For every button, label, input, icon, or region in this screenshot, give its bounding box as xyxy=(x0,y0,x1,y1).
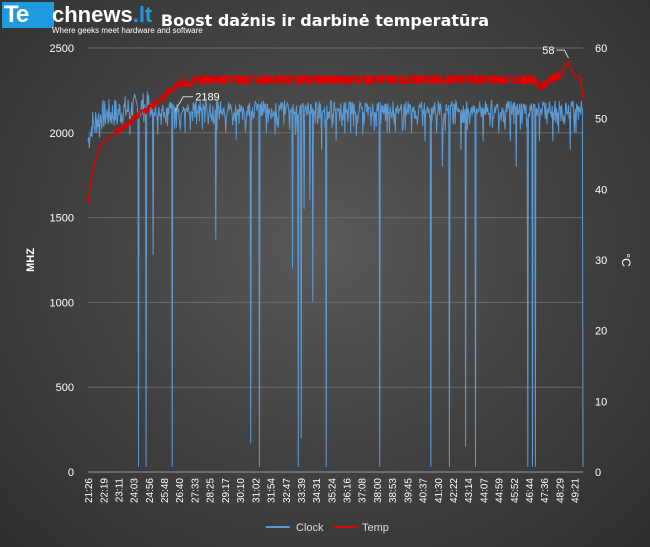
x-tick-label: 47:36 xyxy=(540,478,551,503)
logo-tagline: Where geeks meet hardware and software xyxy=(52,26,203,35)
logo-wordmark: chnews.lt xyxy=(52,2,152,28)
annotations: 2189 58 xyxy=(174,45,569,111)
left-tick-label: 2000 xyxy=(50,128,74,140)
x-tick-label: 43:14 xyxy=(464,478,475,503)
legend-label-clock: Clock xyxy=(296,522,324,534)
x-tick-label: 42:22 xyxy=(449,478,460,503)
logo-tld: .lt xyxy=(132,2,153,27)
x-tick-label: 29:17 xyxy=(221,478,232,503)
x-tick-label: 45:52 xyxy=(510,478,521,503)
left-tick-label: 1000 xyxy=(50,297,74,309)
x-tick-label: 41:30 xyxy=(434,478,445,503)
x-tick-label: 27:33 xyxy=(191,478,202,503)
x-tick-label: 26:40 xyxy=(175,478,186,503)
x-tick-label: 21:26 xyxy=(84,478,95,503)
left-axis-label: MHZ xyxy=(25,248,37,272)
x-tick-label: 48:29 xyxy=(555,478,566,503)
x-tick-label: 46:44 xyxy=(525,478,536,503)
right-axis-label: °C xyxy=(619,253,633,267)
legend: Clock Temp xyxy=(266,522,389,534)
x-tick-label: 34:31 xyxy=(312,478,323,503)
left-tick-label: 500 xyxy=(56,382,74,394)
right-tick-label: 40 xyxy=(595,184,607,196)
right-tick-label: 10 xyxy=(595,396,607,408)
temp-annotation-label: 58 xyxy=(542,45,554,57)
x-tick-label: 30:10 xyxy=(236,478,247,503)
clock-line xyxy=(87,91,584,467)
x-tick-label: 49:21 xyxy=(571,478,582,503)
temp-line xyxy=(87,60,584,204)
x-tick-label: 31:02 xyxy=(251,478,262,503)
right-tick-label: 20 xyxy=(595,326,607,338)
x-tick-label: 33:39 xyxy=(297,478,308,503)
x-tick-label: 24:56 xyxy=(145,478,156,503)
right-tick-label: 50 xyxy=(595,114,607,126)
chart-title: Boost dažnis ir darbinė temperatūra xyxy=(161,11,489,30)
x-tick-label: 44:59 xyxy=(494,478,505,503)
left-tick-label: 0 xyxy=(68,467,74,479)
x-tick-label: 31:54 xyxy=(266,478,277,503)
right-tick-label: 60 xyxy=(595,43,607,55)
x-tick-label: 44:07 xyxy=(479,478,490,503)
logo-mark: Te xyxy=(2,2,54,28)
x-tick-label: 25:48 xyxy=(160,478,171,503)
x-tick-label: 37:08 xyxy=(358,478,369,503)
right-axis-ticks: 0 10 20 30 40 50 60 xyxy=(595,43,607,479)
x-tick-label: 32:47 xyxy=(282,478,293,503)
clock-annotation-leader xyxy=(174,96,194,111)
left-axis-ticks: 0 500 1000 1500 2000 2500 xyxy=(50,43,74,479)
x-axis-ticks: 21:26 22:19 23:11 24:03 24:56 25:48 26:40 27:33… xyxy=(84,478,582,503)
series-clock xyxy=(87,91,584,467)
gridlines xyxy=(88,47,583,473)
x-tick-label: 24:03 xyxy=(130,478,141,503)
x-tick-label: 40:37 xyxy=(418,478,429,503)
x-tick-label: 38:53 xyxy=(388,478,399,503)
logo-name: chnews xyxy=(52,2,133,27)
right-tick-label: 30 xyxy=(595,255,607,267)
legend-label-temp: Temp xyxy=(362,522,389,534)
temp-annotation-leader xyxy=(556,49,569,59)
x-tick-label: 23:11 xyxy=(115,478,126,503)
right-tick-label: 0 xyxy=(595,467,601,479)
x-tick-label: 38:00 xyxy=(373,478,384,503)
x-tick-label: 35:24 xyxy=(327,478,338,503)
x-tick-label: 39:45 xyxy=(403,478,414,503)
left-tick-label: 2500 xyxy=(50,43,74,55)
series-temp xyxy=(87,60,584,204)
x-tick-label: 28:25 xyxy=(206,478,217,503)
left-tick-label: 1500 xyxy=(50,213,74,225)
x-tick-label: 22:19 xyxy=(99,478,110,503)
clock-annotation-label: 2189 xyxy=(195,92,219,104)
technews-logo: Te chnews.lt Where geeks meet hardware a… xyxy=(2,2,203,36)
x-tick-label: 36:16 xyxy=(343,478,354,503)
